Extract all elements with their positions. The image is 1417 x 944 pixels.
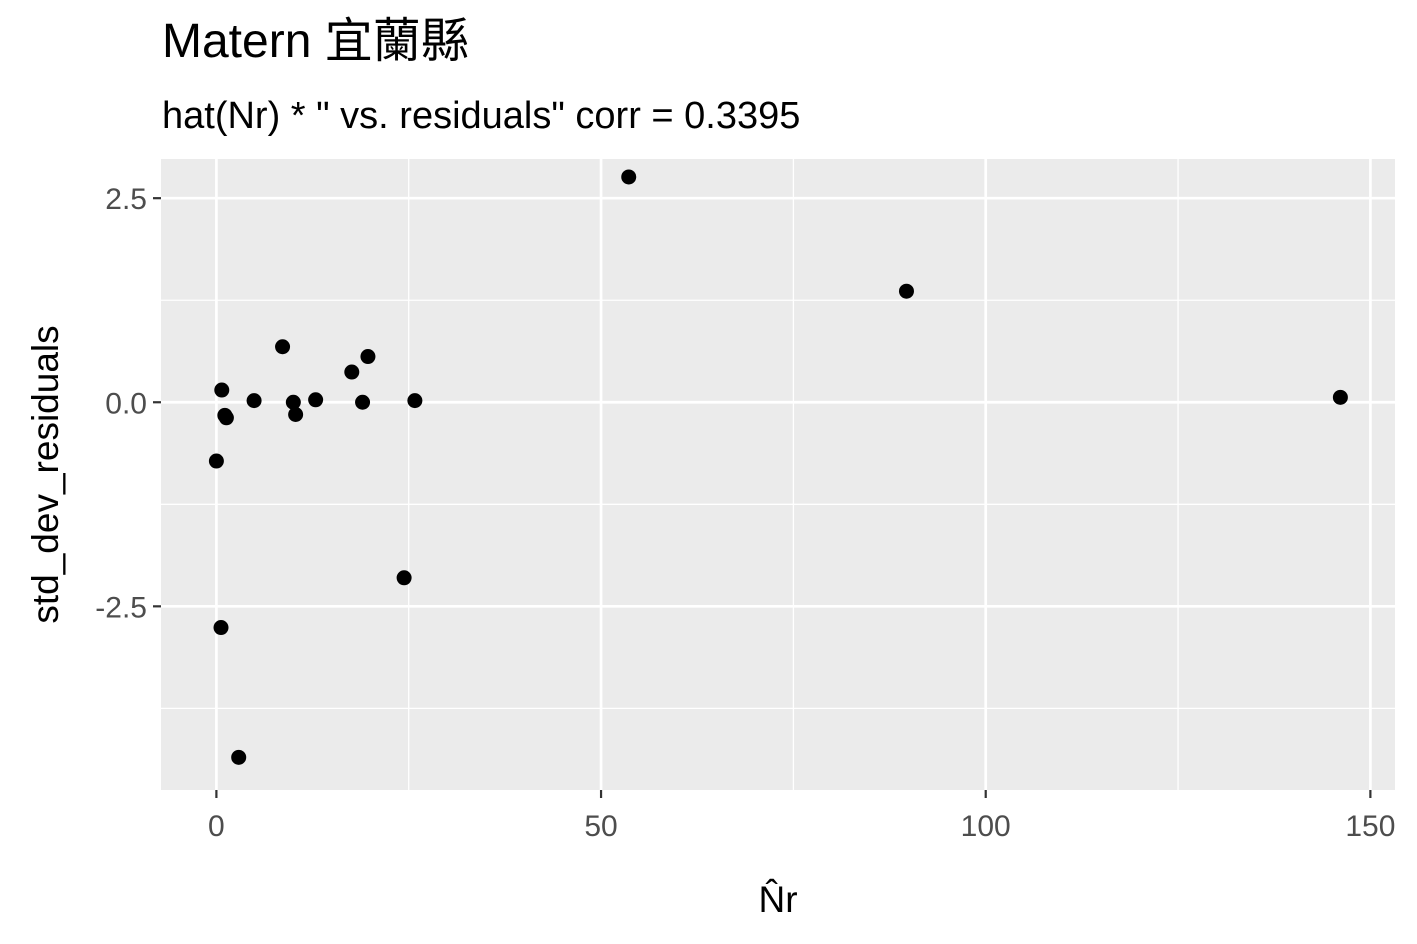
chart-subtitle: hat(Nr) * " vs. residuals" corr = 0.3395: [162, 95, 801, 137]
data-points: [208, 169, 1348, 765]
chart-title: Matern 宜蘭縣: [162, 15, 469, 68]
data-point: [1332, 389, 1348, 405]
x-tick-label: 0: [208, 810, 225, 843]
y-tick-label: 2.5: [105, 183, 147, 216]
data-point: [231, 749, 247, 765]
x-tick-label: 50: [584, 810, 617, 843]
data-point: [396, 570, 412, 586]
data-point: [214, 382, 230, 398]
data-point: [898, 283, 914, 299]
data-point: [285, 394, 301, 410]
data-point: [355, 394, 371, 410]
x-axis: 0 50 100 150: [208, 790, 1395, 843]
data-point: [360, 349, 376, 365]
data-point: [288, 407, 304, 423]
data-point: [275, 339, 291, 355]
x-tick-label: 150: [1345, 810, 1395, 843]
data-point: [218, 410, 234, 426]
data-point: [246, 393, 262, 409]
x-axis-title: N̂r: [758, 878, 797, 920]
plot-panel: [161, 159, 1395, 790]
y-axis-title: std_dev_residuals: [25, 325, 66, 623]
minor-gridlines: [161, 159, 1395, 790]
data-point: [407, 393, 423, 409]
data-point: [213, 620, 229, 636]
y-axis: -2.5 0.0 2.5: [95, 183, 161, 624]
data-point: [621, 169, 637, 185]
major-gridlines: [161, 159, 1395, 790]
y-tick-label: -2.5: [95, 591, 147, 624]
data-point: [208, 453, 224, 469]
x-tick-label: 100: [961, 810, 1011, 843]
data-point: [308, 392, 324, 408]
y-tick-label: 0.0: [105, 387, 147, 420]
data-point: [344, 364, 360, 380]
